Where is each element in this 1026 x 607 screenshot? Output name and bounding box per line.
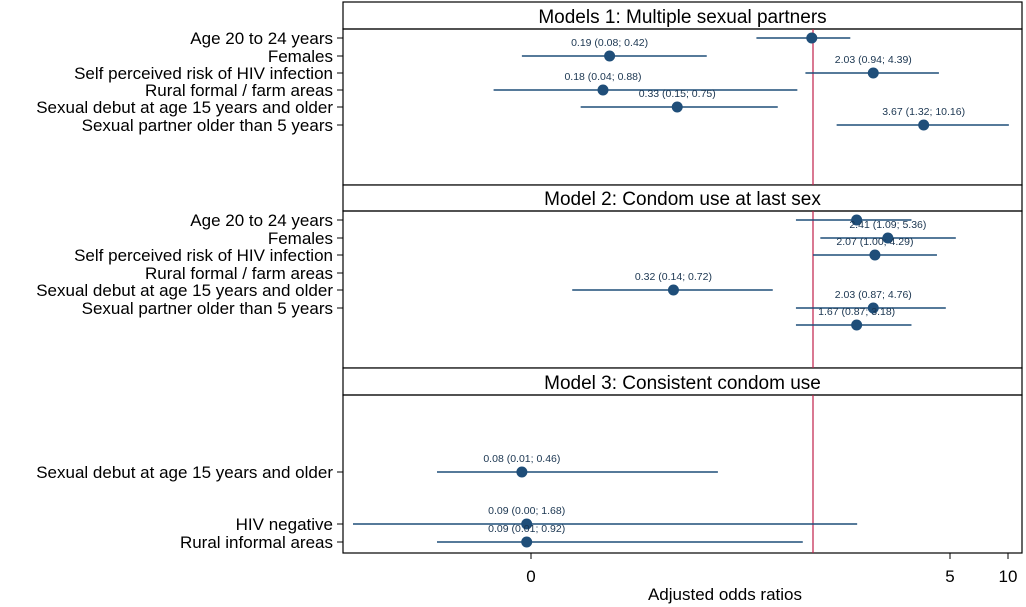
x-tick-label: 5: [945, 567, 954, 586]
row-label: HIV negative: [236, 515, 333, 534]
point-estimate: [521, 518, 533, 530]
panel-frame: [342, 394, 1023, 554]
row-label: Rural formal / farm areas: [145, 264, 333, 283]
panel-title: Models 1: Multiple sexual partners: [538, 7, 826, 28]
row-label: Sexual partner older than 5 years: [82, 116, 333, 135]
point-estimate: [604, 50, 616, 62]
row-label: Self perceived risk of HIV infection: [74, 64, 333, 83]
panel-title: Model 2: Condom use at last sex: [544, 189, 821, 210]
row-label: Sexual partner older than 5 years: [82, 299, 333, 318]
data-label: 3.67 (1.32; 10.16): [882, 106, 965, 118]
x-axis-title: Adjusted odds ratios: [648, 585, 802, 604]
data-label: 0.09 (0.01; 0.92): [488, 523, 565, 535]
row-label: Sexual debut at age 15 years and older: [36, 98, 333, 117]
data-label: 2.03 (0.94; 4.39): [835, 54, 912, 66]
point-estimate: [867, 302, 879, 314]
point-estimate: [806, 32, 818, 44]
row-label: Females: [268, 47, 333, 66]
data-label: 0.09 (0.00; 1.68): [488, 505, 565, 517]
point-estimate: [667, 284, 679, 296]
row-label: Rural informal areas: [180, 533, 333, 552]
point-estimate: [671, 101, 683, 113]
point-estimate: [869, 249, 881, 261]
data-label: 2.03 (0.87; 4.76): [835, 289, 912, 301]
data-label: 2.07 (1.00; 4.29): [836, 236, 913, 248]
panel-title-box: [342, 367, 1023, 396]
data-label: 2.41 (1.09; 5.36): [849, 219, 926, 231]
point-estimate: [867, 67, 879, 79]
panel-title-box: [342, 1, 1023, 30]
point-estimate: [882, 232, 894, 244]
point-estimate: [851, 319, 863, 331]
row-label: Sexual debut at age 15 years and older: [36, 463, 333, 482]
row-label: Rural formal / farm areas: [145, 81, 333, 100]
x-tick-label: 0: [526, 567, 535, 586]
row-label: Age 20 to 24 years: [190, 29, 333, 48]
row-label: Self perceived risk of HIV infection: [74, 246, 333, 265]
x-tick-label: 10: [999, 567, 1018, 586]
point-estimate: [597, 84, 609, 96]
data-label: 0.33 (0.15; 0.75): [639, 88, 716, 100]
row-label: Females: [268, 229, 333, 248]
point-estimate: [521, 536, 533, 548]
row-label: Age 20 to 24 years: [190, 211, 333, 230]
data-label: 0.32 (0.14; 0.72): [635, 271, 712, 283]
row-label: Sexual debut at age 15 years and older: [36, 281, 333, 300]
point-estimate: [516, 466, 528, 478]
data-label: 0.08 (0.01; 0.46): [483, 453, 560, 465]
data-label: 0.19 (0.08; 0.42): [571, 37, 648, 49]
data-label: 1.67 (0.87; 3.18): [818, 306, 895, 318]
point-estimate: [851, 214, 863, 226]
data-label: 0.18 (0.04; 0.88): [564, 71, 641, 83]
panel-title: Model 3: Consistent condom use: [544, 373, 821, 394]
point-estimate: [918, 119, 930, 131]
